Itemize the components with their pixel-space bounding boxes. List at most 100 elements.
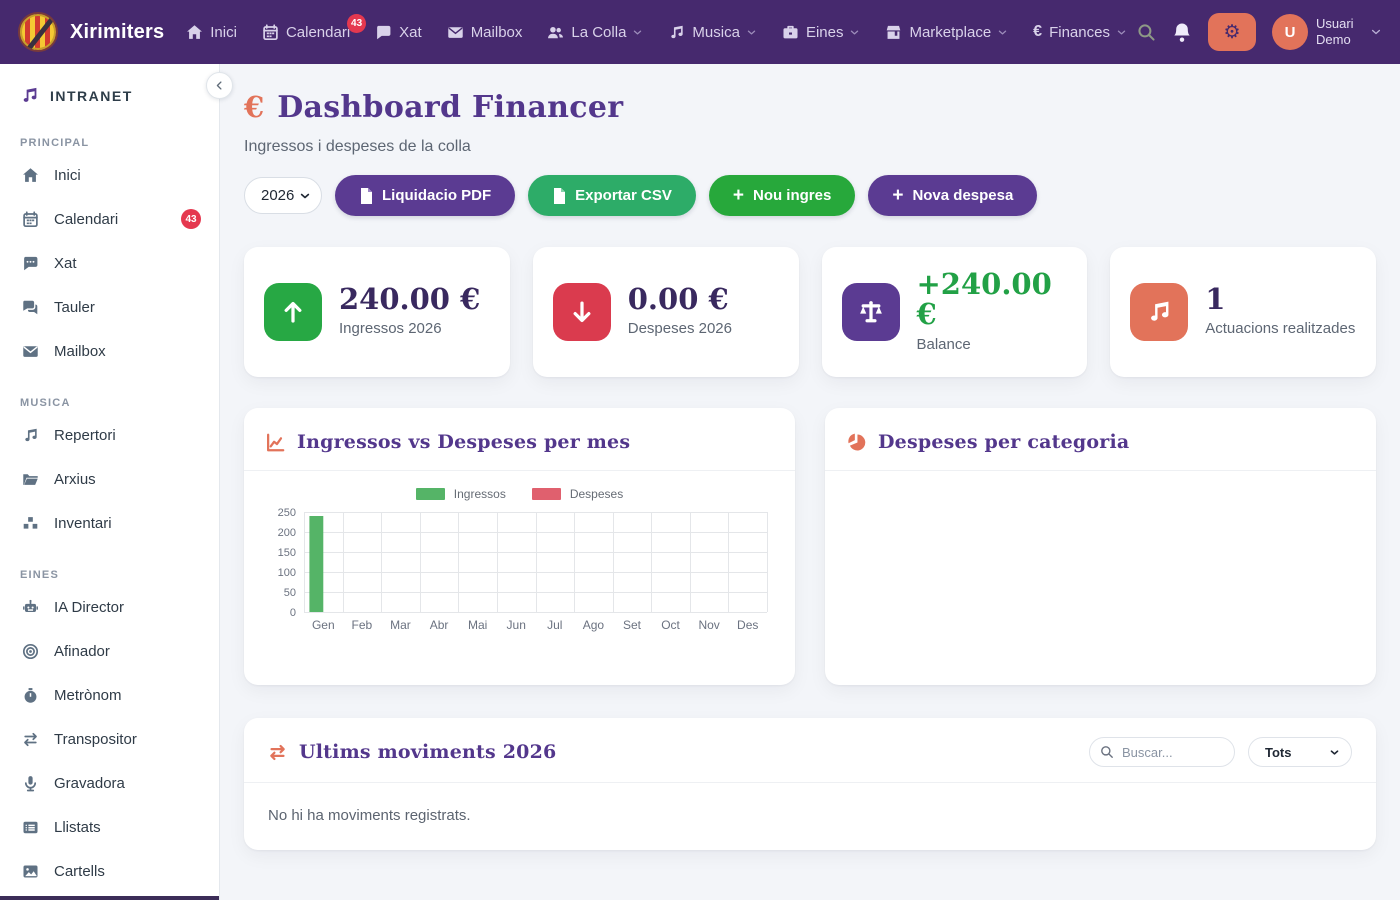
year-select[interactable]: 2026 <box>244 177 322 214</box>
nav-item-label: Xat <box>399 23 422 41</box>
stat-label: Actuacions realitzades <box>1205 320 1356 338</box>
calendar-icon <box>263 23 278 40</box>
sidebar-collapse-button[interactable] <box>206 72 233 99</box>
sidebar-item-xat[interactable]: Xat <box>0 241 219 285</box>
pie-chart-body <box>825 471 1376 685</box>
forum-icon <box>23 300 38 314</box>
pie-chart-card: Despeses per categoria <box>825 408 1376 685</box>
nav-item-calendari[interactable]: Calendari 43 <box>262 13 367 41</box>
toolbox-icon <box>783 25 798 38</box>
settings-button[interactable]: ⚙ <box>1208 13 1256 51</box>
sidebar-item-afinador[interactable]: Afinador <box>0 629 219 673</box>
sidebar-item-label: Mailbox <box>54 342 106 360</box>
music-note-icon <box>25 428 37 441</box>
nova-despesa-button[interactable]: + Nova despesa <box>868 175 1038 216</box>
movements-filter-select[interactable]: Tots <box>1248 737 1352 767</box>
section-title-musica: MUSICA <box>20 397 71 409</box>
charts-grid: Ingressos vs Despeses per mes Ingressos … <box>244 408 1376 685</box>
chevron-down-icon <box>1117 30 1126 34</box>
nav-item-label: Mailbox <box>470 23 523 41</box>
chat-icon <box>24 256 38 270</box>
exportar-csv-button[interactable]: Exportar CSV <box>528 175 696 216</box>
sidebar-item-repertori[interactable]: Repertori <box>0 413 219 457</box>
music-icon <box>671 25 684 38</box>
nav-item-marketplace[interactable]: Marketplace <box>885 24 1008 41</box>
bar-chart-canvas[interactable] <box>268 506 771 638</box>
sidebar-item-llistats[interactable]: Llistats <box>0 805 219 849</box>
calendar-count-badge: 43 <box>347 13 367 33</box>
button-label: Nova despesa <box>912 187 1014 204</box>
chat-icon <box>377 25 391 39</box>
nav-item-label: Marketplace <box>909 23 992 41</box>
chart-title: Ingressos vs Despeses per mes <box>297 431 631 453</box>
stat-card-balance: +240.00 € Balance <box>821 247 1088 377</box>
nav-item-la-colla[interactable]: La Colla <box>547 24 643 41</box>
nav-item-finances[interactable]: € Finances <box>1033 23 1127 41</box>
nav-item-label: Finances <box>1049 23 1110 41</box>
legend-label: Despeses <box>569 487 624 501</box>
nav-item-eines[interactable]: Eines <box>782 24 861 41</box>
app-logo[interactable] <box>18 12 58 52</box>
sidebar-item-inventari[interactable]: Inventari <box>0 501 219 545</box>
home-icon <box>23 167 38 182</box>
stat-card-ingressos: 240.00 € Ingressos 2026 <box>244 247 510 377</box>
stat-value: 0.00 € <box>627 281 729 316</box>
toolbar: 2026 Liquidacio PDF Exportar CSV + Nou i… <box>244 175 1376 216</box>
sidebar-item-label: Arxius <box>54 470 96 488</box>
nav-item-label: Musica <box>692 23 740 41</box>
sidebar-item-ia-director[interactable]: IA Director <box>0 585 219 629</box>
main-content: € Dashboard Financer Ingressos i despese… <box>220 64 1400 900</box>
stat-value: 1 <box>1205 281 1226 316</box>
store-icon <box>887 25 901 39</box>
movements-empty-text: No hi ha moviments registrats. <box>268 807 471 824</box>
avatar: U <box>1272 14 1308 50</box>
legend-swatch <box>531 488 561 500</box>
page-title: Dashboard Financer <box>277 90 624 125</box>
movements-title-wrap: Ultims moviments 2026 <box>268 741 1089 763</box>
nav-item-mailbox[interactable]: Mailbox <box>447 23 523 41</box>
movements-header: Ultims moviments 2026 Tots <box>244 718 1376 783</box>
button-label: Nou ingres <box>752 187 832 204</box>
sidebar-brand: INTRANET <box>0 78 219 113</box>
sidebar-item-gravadora[interactable]: Gravadora <box>0 761 219 805</box>
sidebar-item-label: Inventari <box>54 514 112 532</box>
sidebar-item-metronom[interactable]: Metrònom <box>0 673 219 717</box>
liquidacio-pdf-button[interactable]: Liquidacio PDF <box>335 175 516 216</box>
nav-item-inici[interactable]: Inici <box>186 24 237 41</box>
search-button[interactable] <box>1137 23 1156 42</box>
nav-item-musica[interactable]: Musica <box>668 24 757 41</box>
nav-item-xat[interactable]: Xat <box>375 24 422 41</box>
stat-label: Despeses 2026 <box>627 320 732 338</box>
nav-item-label: La Colla <box>571 23 627 41</box>
folder-icon <box>23 473 38 485</box>
legend-item-ingressos[interactable]: Ingressos <box>415 487 506 501</box>
sidebar-item-mailbox[interactable]: Mailbox <box>0 329 219 373</box>
sidebar-item-label: Tauler <box>54 298 95 316</box>
chart-card-header: Despeses per categoria <box>825 408 1376 471</box>
bar-chart-card: Ingressos vs Despeses per mes Ingressos … <box>244 408 795 685</box>
stats-grid: 240.00 € Ingressos 2026 0.00 € Despeses … <box>244 247 1376 377</box>
sidebar-item-tauler[interactable]: Tauler <box>0 285 219 329</box>
sidebar-item-arxius[interactable]: Arxius <box>0 457 219 501</box>
movements-search-input[interactable] <box>1089 737 1235 767</box>
mailbox-icon <box>23 345 38 357</box>
home-icon <box>187 24 203 39</box>
stat-value: 240.00 € <box>339 281 481 316</box>
main-nav: Inici Calendari 43 Xat Mailbox La Colla … <box>186 13 1137 41</box>
legend-item-despeses[interactable]: Despeses <box>531 487 624 501</box>
sidebar-item-calendari[interactable]: Calendari 43 <box>0 197 219 241</box>
section-title-principal: PRINCIPAL <box>20 137 90 149</box>
nou-ingres-button[interactable]: + Nou ingres <box>708 175 856 216</box>
search-icon <box>1101 746 1113 758</box>
chevron-down-icon <box>998 30 1007 34</box>
chevron-down-icon <box>851 30 859 34</box>
notifications-button[interactable] <box>1172 22 1192 43</box>
sidebar-item-label: Gravadora <box>54 774 125 792</box>
sidebar-item-cartells[interactable]: Cartells <box>0 849 219 893</box>
sidebar-item-inici[interactable]: Inici <box>0 153 219 197</box>
sidebar-item-transpositor[interactable]: Transpositor <box>0 717 219 761</box>
nav-item-label: Eines <box>805 23 844 41</box>
bar-chart-body: Ingressos Despeses <box>244 471 795 685</box>
user-menu[interactable]: U Usuari Demo <box>1272 14 1382 50</box>
arrow-down-icon <box>552 283 611 341</box>
